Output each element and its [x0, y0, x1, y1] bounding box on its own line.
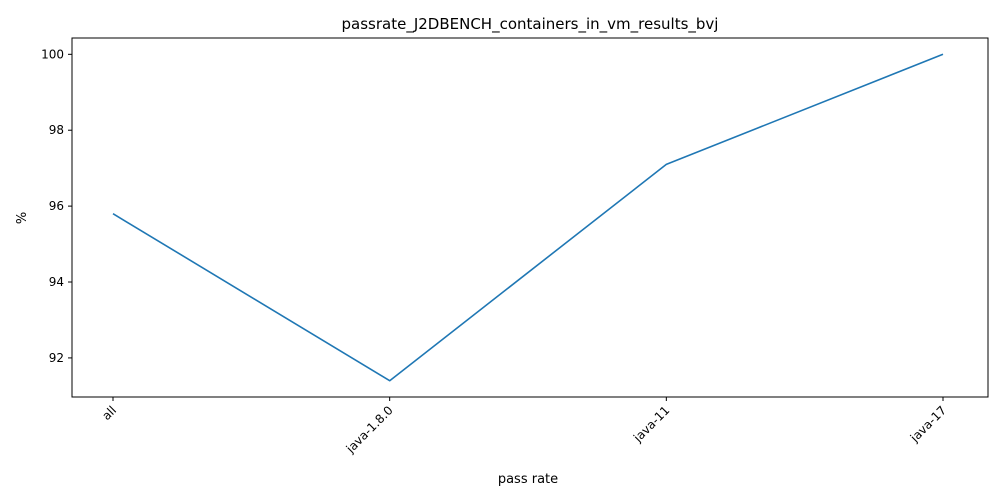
y-tick-label: 100 — [41, 47, 64, 61]
x-tick-label: java-1.8.0 — [343, 403, 396, 456]
plot-frame — [71, 37, 989, 398]
x-tick-label: all — [99, 403, 119, 423]
y-axis-label: % — [15, 212, 30, 224]
y-tick-label: 92 — [49, 351, 64, 365]
x-tick-label: java-11 — [630, 403, 672, 445]
y-tick-label: 98 — [49, 123, 64, 137]
series-line — [112, 53, 944, 382]
chart-title: passrate_J2DBENCH_containers_in_vm_resul… — [342, 15, 719, 34]
x-tick-label: java-17 — [907, 403, 949, 445]
x-axis-label: pass rate — [498, 472, 558, 487]
y-tick-label: 94 — [49, 275, 64, 289]
plot-area: 92 94 96 98 100 all java-1.8.0 java-11 java-17 — [41, 47, 949, 456]
y-tick-label: 96 — [49, 199, 64, 213]
